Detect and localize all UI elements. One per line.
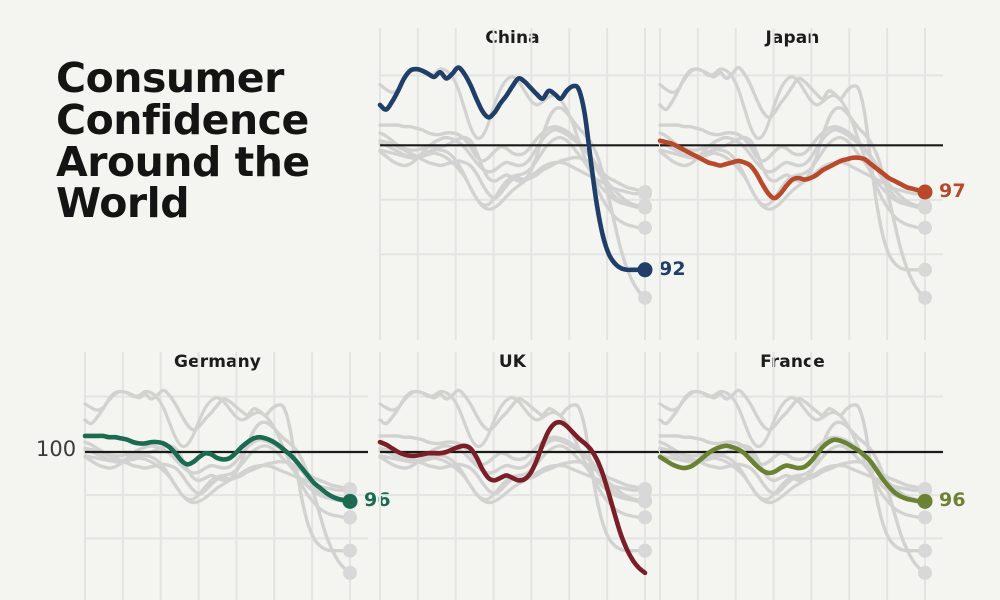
highlight-line-germany bbox=[82, 433, 353, 504]
panel-title-germany: Germany bbox=[174, 352, 261, 372]
panel-france: France 96 bbox=[657, 352, 966, 600]
background-series-extra bbox=[378, 67, 652, 235]
endpoint-label-japan: 97 bbox=[939, 180, 966, 202]
endpoint-label-france: 96 bbox=[939, 489, 966, 512]
endpoint-dot-japan bbox=[917, 184, 933, 200]
plot-area-uk bbox=[377, 352, 663, 600]
plot-area-china bbox=[377, 28, 663, 340]
background-series-extra bbox=[83, 389, 357, 525]
endpoint-label-china: 92 bbox=[659, 257, 686, 280]
panel-japan: Japan 97 bbox=[657, 28, 966, 340]
highlight-line-uk bbox=[377, 419, 648, 576]
panel-uk: UK bbox=[377, 352, 663, 600]
background-series bbox=[378, 106, 652, 305]
panel-title-china: China bbox=[485, 28, 540, 48]
gridlines bbox=[659, 28, 943, 340]
panel-title-japan: Japan bbox=[765, 28, 820, 48]
background-series bbox=[378, 388, 652, 558]
plot-area-japan bbox=[657, 28, 943, 340]
highlight-line-china bbox=[377, 65, 648, 273]
highlight-line-france bbox=[657, 437, 928, 504]
endpoint-dot-china bbox=[637, 262, 653, 278]
panel-germany: Germany 96 bbox=[82, 352, 391, 600]
panel-title-france: France bbox=[760, 352, 825, 372]
endpoint-dot-france bbox=[917, 493, 933, 509]
axis-reference-label: 100 bbox=[36, 437, 77, 461]
background-series-extra bbox=[658, 67, 932, 235]
panel-title-uk: UK bbox=[498, 352, 527, 372]
plot-area-germany bbox=[82, 352, 368, 600]
highlight-line-japan bbox=[657, 138, 928, 201]
plot-area-france bbox=[657, 352, 943, 600]
page-title: Consumer Confidence Around the World bbox=[56, 54, 310, 228]
panel-china: China 92 bbox=[377, 28, 686, 340]
endpoint-dot-germany bbox=[342, 493, 358, 509]
